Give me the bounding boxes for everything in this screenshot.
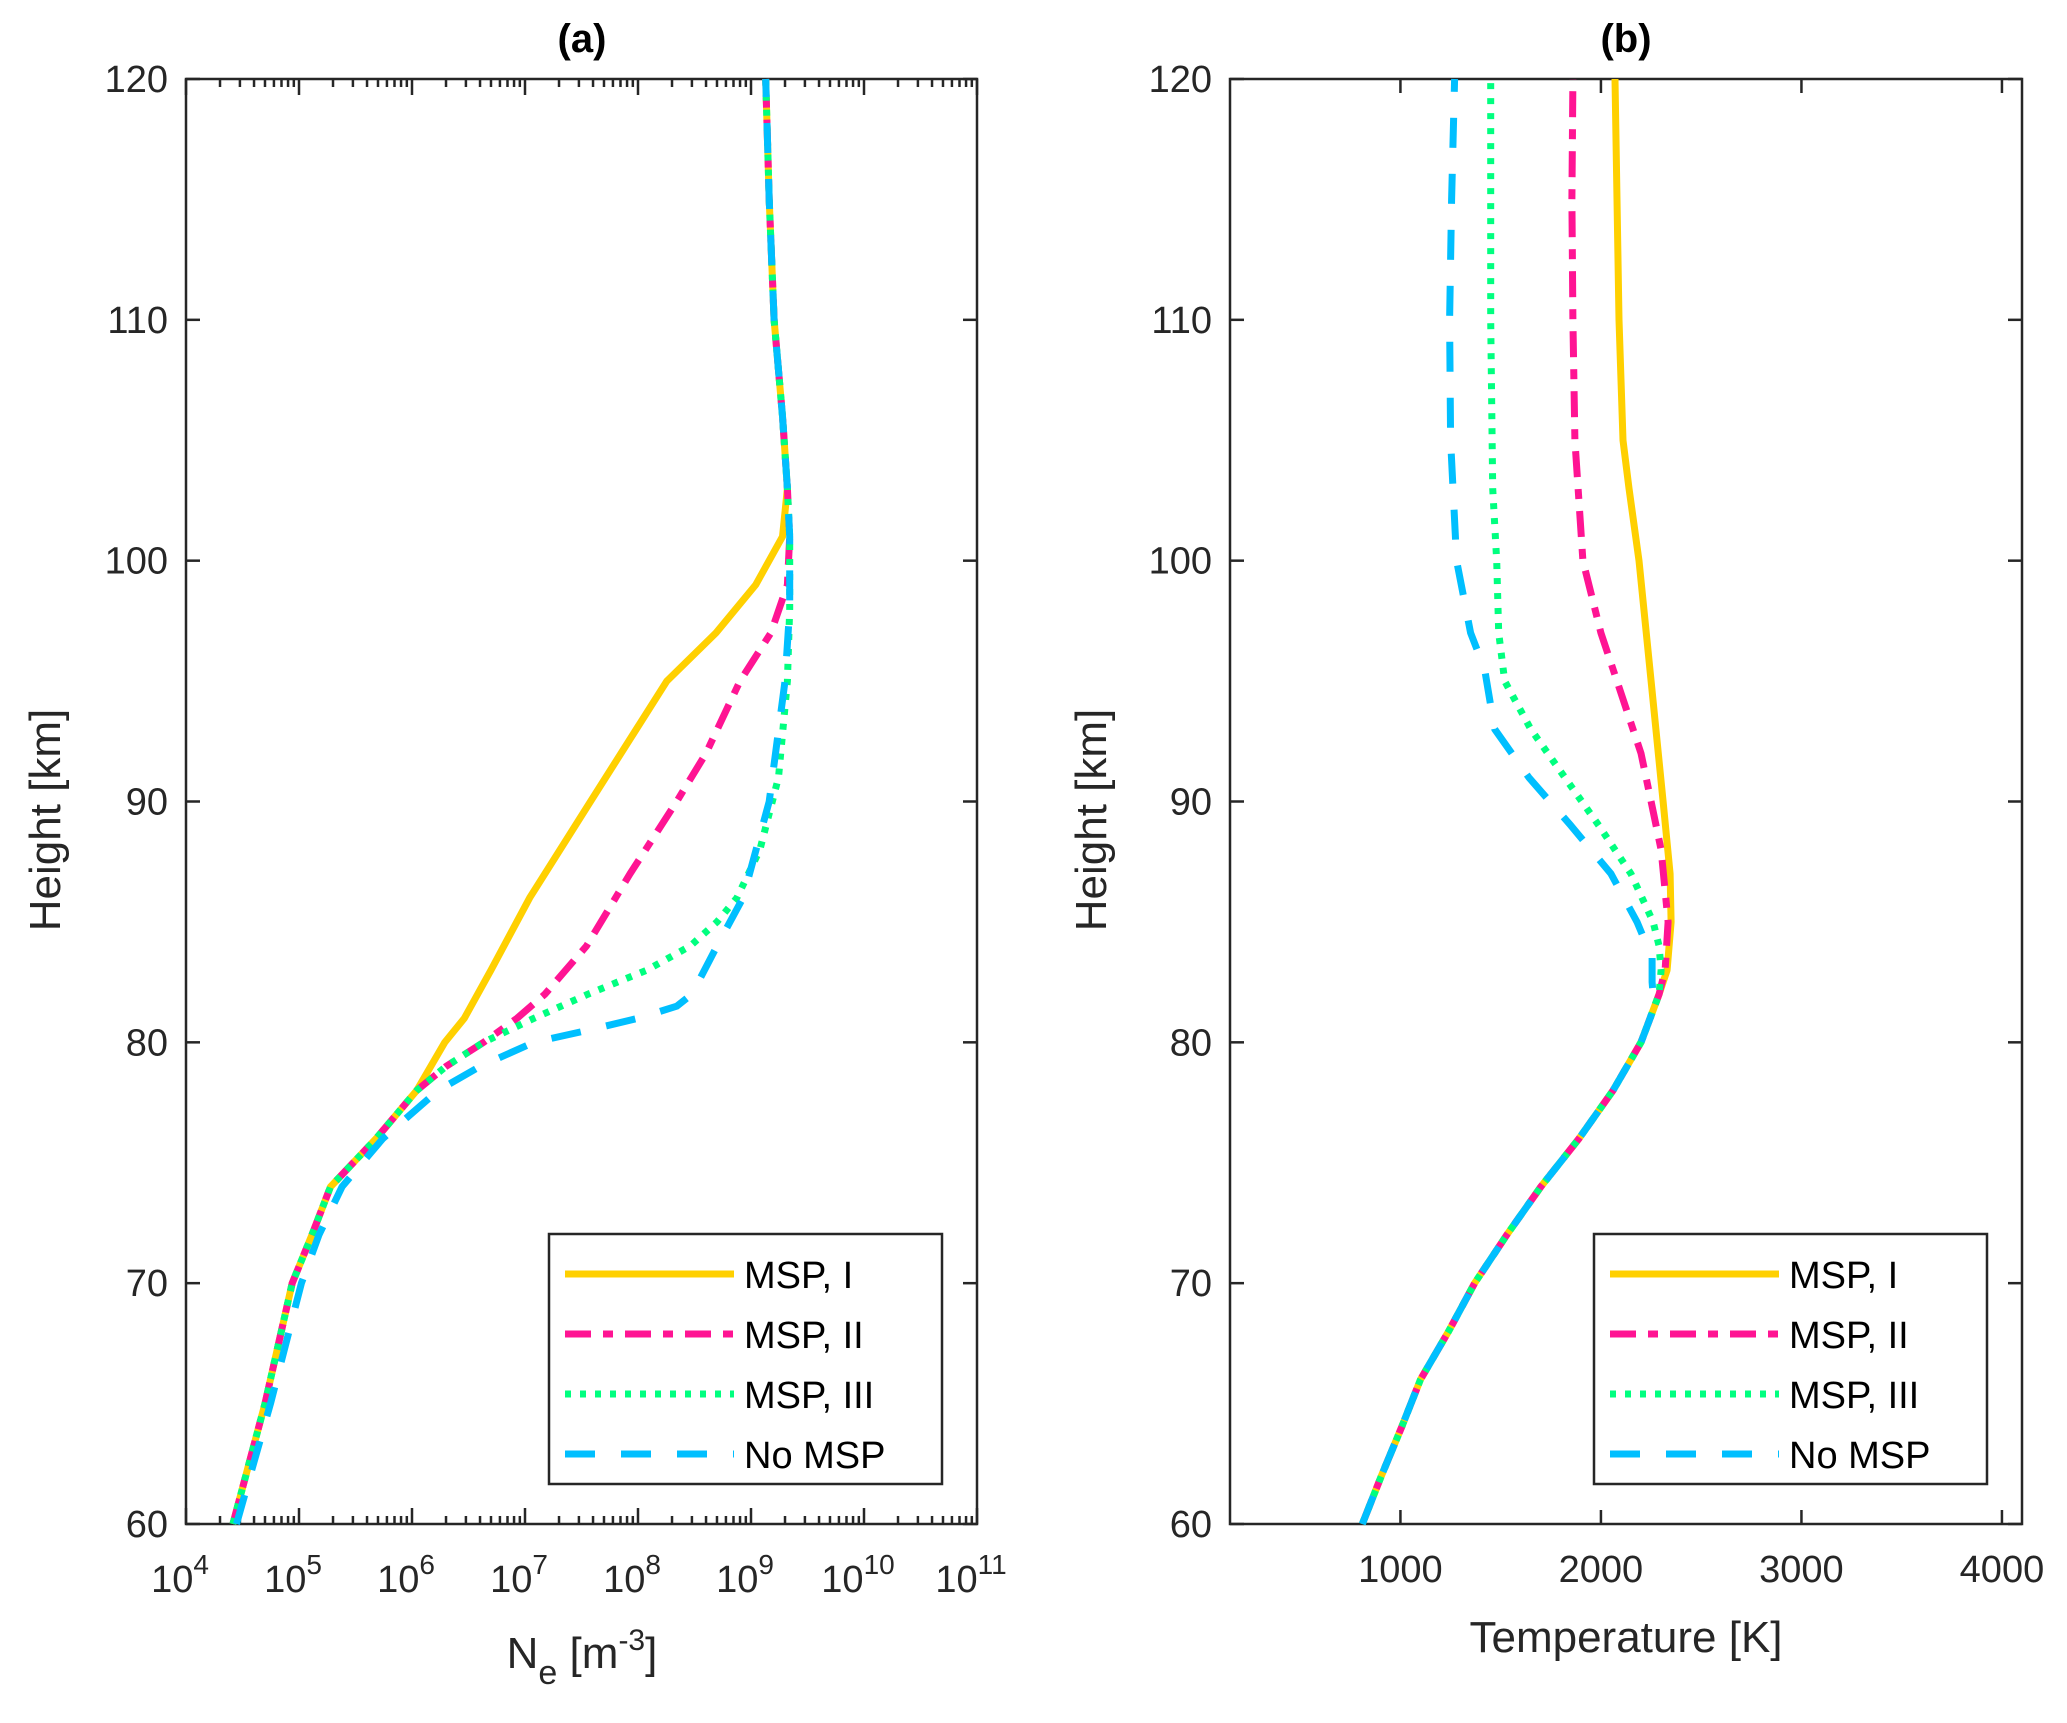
panel-a-series <box>229 78 794 1525</box>
y-tick-label: 120 <box>105 59 168 101</box>
legend-label: MSP, II <box>744 1315 864 1357</box>
x-label-unit-pre: [m <box>557 1629 618 1678</box>
y-tick-label: 90 <box>126 782 168 824</box>
series-line-msp-iii <box>229 78 794 1525</box>
x-tick-label: 108 <box>603 1549 661 1601</box>
y-tick-label: 80 <box>126 1022 168 1064</box>
y-tick-label: 100 <box>105 541 168 583</box>
legend-entry: MSP, I <box>1610 1255 1898 1297</box>
panel-b-tick-labels: 60 70 80 90 100 110 120 1000 2000 3000 4000 <box>1149 59 2045 1591</box>
y-tick-label: 110 <box>107 300 168 342</box>
tick-exponent: 10 <box>864 1549 895 1580</box>
tick-base: 10 <box>377 1559 419 1601</box>
panel-a-axes <box>184 77 979 1526</box>
x-tick-label: 105 <box>264 1549 322 1601</box>
x-tick-label: 4000 <box>1960 1549 2045 1591</box>
legend-label: No MSP <box>744 1435 885 1477</box>
legend-entry: MSP, II <box>565 1315 864 1357</box>
legend-entry: No MSP <box>565 1435 885 1477</box>
tick-base: 10 <box>603 1559 645 1601</box>
legend-entry: MSP, III <box>565 1375 874 1417</box>
legend-entry: MSP, III <box>1610 1375 1919 1417</box>
x-tick-label: 2000 <box>1559 1549 1644 1591</box>
legend-label: MSP, II <box>1789 1315 1909 1357</box>
panel-b-y-axis-label: Height [km] <box>1067 709 1116 932</box>
panel-b-temperature: (b) 60 70 80 90 100 110 120 1000 2000 3000 4000 He… <box>1067 17 2044 1662</box>
x-tick-label: 3000 <box>1759 1549 1844 1591</box>
tick-exponent: 8 <box>645 1549 661 1580</box>
tick-exponent: 9 <box>758 1549 774 1580</box>
x-tick-label: 106 <box>377 1549 435 1601</box>
tick-exponent: 6 <box>419 1549 435 1580</box>
legend-entry: MSP, II <box>1610 1315 1909 1357</box>
legend-label: No MSP <box>1789 1435 1930 1477</box>
panel-b-title: (b) <box>1600 17 1651 61</box>
x-label-sub: e <box>538 1654 557 1692</box>
series-line-msp-ii <box>1359 78 1672 1526</box>
panel-b-series <box>1359 78 1675 1526</box>
tick-exponent: 11 <box>978 1549 1007 1580</box>
series-line-msp-iii <box>1359 79 1665 1526</box>
panel-a-title: (a) <box>558 17 607 61</box>
y-tick-label: 60 <box>1170 1504 1212 1546</box>
x-label-unit-post: ] <box>645 1629 657 1678</box>
legend-label: MSP, I <box>1789 1255 1898 1297</box>
y-tick-label: 70 <box>1170 1263 1212 1305</box>
tick-base: 10 <box>716 1559 758 1601</box>
tick-base: 10 <box>264 1559 306 1601</box>
x-tick-label: 1000 <box>1358 1549 1443 1591</box>
y-tick-label: 70 <box>126 1263 168 1305</box>
y-tick-label: 80 <box>1170 1022 1212 1064</box>
tick-base: 10 <box>151 1559 193 1601</box>
series-line-no-msp <box>233 78 794 1525</box>
panel-b-axes <box>1228 77 2024 1526</box>
panel-b-legend: MSP, I MSP, II MSP, III No MSP <box>1592 1232 1989 1486</box>
series-line-no-msp <box>1359 78 1658 1526</box>
tick-base: 10 <box>935 1559 977 1601</box>
legend-label: MSP, III <box>1789 1375 1919 1417</box>
x-label-main: N <box>507 1629 539 1678</box>
x-tick-label: 1011 <box>935 1549 1006 1601</box>
y-tick-label: 120 <box>1149 59 1212 101</box>
panel-b-x-axis-label: Temperature [K] <box>1469 1613 1782 1662</box>
y-tick-label: 100 <box>1149 541 1212 583</box>
panel-a-x-axis-label: Ne [m-3] <box>507 1624 658 1692</box>
y-tick-label: 60 <box>126 1504 168 1546</box>
x-tick-label: 109 <box>716 1549 774 1601</box>
x-tick-label: 1010 <box>821 1549 894 1601</box>
x-tick-label: 107 <box>490 1549 548 1601</box>
legend-label: MSP, I <box>744 1255 853 1297</box>
y-tick-label: 90 <box>1170 782 1212 824</box>
panel-a-legend: MSP, I MSP, II MSP, III No MSP <box>547 1232 944 1486</box>
x-tick-label: 104 <box>151 1549 209 1601</box>
legend-label: MSP, III <box>744 1375 874 1417</box>
x-label-sup: -3 <box>618 1624 645 1657</box>
legend-entry: MSP, I <box>565 1255 853 1297</box>
legend-entry: No MSP <box>1610 1435 1930 1477</box>
tick-exponent: 5 <box>306 1549 322 1580</box>
tick-base: 10 <box>821 1559 863 1601</box>
y-tick-label: 110 <box>1151 300 1212 342</box>
tick-exponent: 4 <box>193 1549 209 1580</box>
panel-a-y-axis-label: Height [km] <box>21 709 70 932</box>
tick-exponent: 7 <box>532 1549 548 1580</box>
tick-base: 10 <box>490 1559 532 1601</box>
series-line-msp-ii <box>229 78 794 1525</box>
